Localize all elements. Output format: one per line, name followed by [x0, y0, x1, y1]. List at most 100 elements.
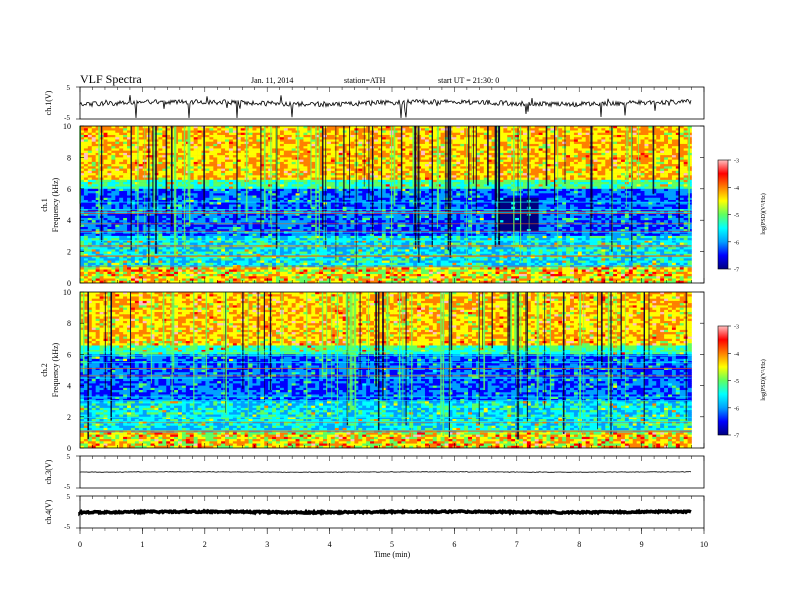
spec-cell	[683, 137, 688, 140]
spec-cell	[570, 143, 575, 147]
spec-cell	[385, 182, 390, 185]
spec-cell	[350, 128, 355, 131]
spec-cell	[444, 177, 449, 181]
spec-cell	[393, 132, 398, 136]
spec-cell	[307, 195, 312, 199]
spec-cell	[283, 186, 289, 190]
spec-cell	[554, 126, 559, 129]
spec-cell	[656, 193, 661, 196]
spec-cell	[350, 155, 355, 158]
spec-cell	[683, 164, 688, 167]
spec-cell	[107, 170, 112, 174]
spec-cell	[479, 152, 485, 156]
spec-cell	[205, 168, 210, 172]
spec-cell	[668, 141, 673, 145]
spec-cell	[342, 159, 347, 163]
spec-cell	[162, 159, 167, 163]
spec-cell	[240, 195, 245, 199]
spec-cell	[326, 141, 332, 145]
spec-cell	[260, 159, 265, 163]
spec-cell	[562, 164, 567, 167]
spec-cell	[83, 175, 89, 178]
spec-cell	[381, 152, 387, 156]
spec-cell	[134, 134, 140, 138]
spec-cell	[264, 155, 269, 158]
spec-cell	[95, 184, 100, 187]
spec-cell	[472, 168, 477, 172]
spec-cell	[248, 159, 253, 163]
spec-cell	[334, 170, 340, 174]
spec-cell	[452, 168, 457, 172]
spec-cell	[80, 179, 85, 183]
spec-cell	[522, 152, 528, 156]
spec-cell	[95, 175, 100, 178]
spec-cell	[95, 191, 100, 194]
spec-cell	[162, 173, 167, 176]
spec-cell	[534, 191, 539, 194]
spec-cell	[193, 137, 198, 140]
spec-cell	[178, 195, 183, 199]
spec-cell	[130, 152, 136, 156]
spec-cell	[487, 188, 492, 192]
spec-cell	[272, 161, 277, 165]
spec-cell	[103, 152, 108, 156]
spec-cell	[424, 137, 430, 140]
spec-cell	[303, 152, 308, 156]
spec-cell	[240, 168, 245, 172]
spec-cell	[103, 175, 108, 178]
spec-cell	[138, 175, 144, 178]
spec-cell	[119, 182, 124, 185]
spec-cell	[276, 179, 281, 183]
spec-cell	[542, 141, 547, 145]
spec-cell	[103, 191, 108, 194]
spec-cell	[256, 139, 261, 142]
spec-cell	[507, 141, 512, 145]
spec-cell	[291, 157, 296, 160]
spec-cell	[260, 132, 265, 136]
spec-cell	[483, 134, 488, 138]
spec-cell	[260, 188, 265, 192]
spec-cell	[397, 126, 402, 129]
spec-cell	[299, 182, 304, 185]
spec-cell	[279, 134, 285, 138]
spec-cell	[248, 184, 253, 187]
spec-cell	[103, 161, 108, 165]
spec-cell	[358, 166, 363, 169]
spec-cell	[87, 128, 93, 131]
spec-cell	[581, 157, 586, 160]
spec-cell	[232, 170, 238, 174]
spec-cell	[217, 170, 222, 174]
spec-cell	[217, 137, 222, 140]
spec-cell	[283, 177, 289, 181]
spec-cell	[326, 184, 332, 187]
spec-cell	[205, 159, 210, 163]
spec-cell	[130, 155, 136, 158]
spec-cell	[432, 175, 438, 178]
spec-cell	[421, 139, 426, 142]
spec-cell	[664, 132, 669, 136]
spec-cell	[366, 177, 371, 181]
spec-cell	[221, 166, 226, 169]
spec-cell	[338, 152, 343, 156]
spec-cell	[620, 134, 626, 138]
spec-cell	[178, 146, 183, 149]
spec-cell	[632, 134, 637, 138]
spec-cell	[248, 157, 253, 160]
spec-cell	[91, 161, 96, 165]
spec-cell	[123, 161, 128, 165]
spec-cell	[217, 177, 222, 181]
spec-cell	[487, 161, 492, 165]
spec-cell	[409, 195, 414, 199]
spec-cell	[405, 141, 410, 145]
spec-cell	[472, 184, 477, 187]
spec-cell	[319, 155, 324, 158]
spec-cell	[636, 191, 641, 194]
spec-cell	[158, 134, 163, 138]
spec-cell	[550, 164, 555, 167]
spec-cell	[95, 159, 100, 163]
spec-cell	[648, 134, 653, 138]
spec-cell	[460, 157, 465, 160]
spec-cell	[671, 126, 677, 129]
spec-cell	[103, 195, 108, 199]
spec-cell	[401, 128, 406, 131]
